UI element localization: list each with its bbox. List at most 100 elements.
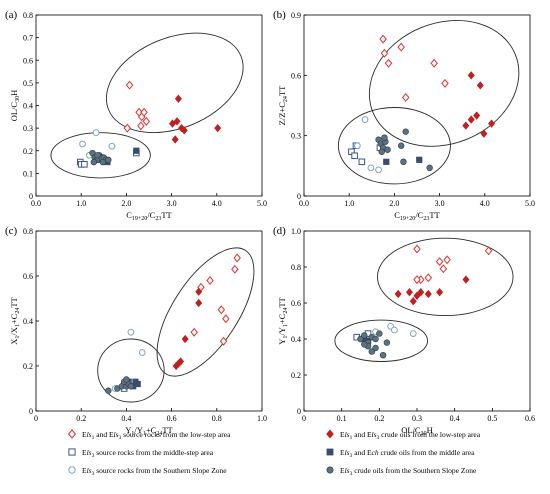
data-point-ls_rock bbox=[137, 121, 145, 131]
data-point-ls_rock bbox=[441, 78, 449, 88]
data-point-ls_rock bbox=[219, 336, 228, 346]
x-axis-label: C19+20/C23TT bbox=[394, 210, 440, 222]
data-point-ls_oil bbox=[424, 289, 432, 299]
group-ellipse-1 bbox=[377, 237, 514, 317]
y-tick-label: 0.3 bbox=[291, 132, 301, 141]
data-point-ls_oil bbox=[476, 81, 484, 90]
group-ellipse-2 bbox=[337, 107, 451, 185]
x-tick-label: 0.5 bbox=[487, 414, 497, 423]
data-point-ss_oil bbox=[123, 376, 130, 383]
panel-label: (c) bbox=[5, 225, 18, 237]
group-ellipse-1 bbox=[105, 32, 244, 134]
data-point-ls_oil bbox=[417, 288, 425, 297]
data-point-ss_oil bbox=[90, 158, 98, 166]
group-ellipse-2 bbox=[50, 132, 151, 179]
series-ss_rock bbox=[353, 116, 382, 174]
data-point-ls_rock bbox=[484, 246, 493, 256]
y-tick-label: 0 bbox=[29, 407, 33, 416]
data-point-ls_rock bbox=[413, 275, 421, 285]
data-point-ss_rock bbox=[138, 349, 146, 356]
x-tick-label: 0.2 bbox=[76, 414, 86, 423]
x-tick-label: 0.6 bbox=[167, 414, 177, 423]
data-point-ls_oil bbox=[394, 289, 402, 299]
y-axis-label: OL/C30H bbox=[9, 90, 21, 122]
data-point-ss_oil bbox=[397, 142, 405, 149]
y-axis-label: Z/Z+C24TT bbox=[277, 85, 289, 125]
data-point-ss_oil bbox=[384, 146, 391, 153]
y-tick-label: 0 bbox=[29, 192, 33, 201]
y-tick-label: 0.3 bbox=[23, 124, 33, 133]
data-point-ms_oil bbox=[133, 147, 140, 154]
data-point-ls_oil bbox=[171, 135, 179, 144]
data-point-ss_oil bbox=[402, 128, 409, 135]
y-tick-label: 0.9 bbox=[291, 11, 301, 20]
x-tick-label: 0.1 bbox=[337, 414, 347, 423]
y-tick-label: 0.6 bbox=[291, 71, 301, 80]
data-point-ss_oil bbox=[378, 148, 385, 155]
data-point-ls_oil bbox=[467, 115, 475, 124]
x-tick-label: 1.0 bbox=[76, 199, 86, 208]
data-point-ls_rock bbox=[379, 34, 387, 44]
data-point-ls_oil bbox=[467, 71, 475, 80]
data-point-ss_rock bbox=[92, 129, 100, 137]
data-point-ls_oil bbox=[405, 288, 413, 297]
panel-label: (b) bbox=[273, 9, 286, 21]
x-axis-label: C19+20/C23TT bbox=[126, 210, 172, 222]
x-tick-label: 3.0 bbox=[435, 199, 445, 208]
legend-label: Els3 and Ech crude oils from the middle … bbox=[340, 448, 475, 459]
x-tick-label: 2.0 bbox=[389, 199, 399, 208]
y-tick-label: 0.8 bbox=[23, 11, 33, 20]
legend-item-ls_oil: Els1 and Els3 crude oils from the low-st… bbox=[326, 429, 481, 441]
series-ss_rock bbox=[79, 129, 116, 159]
y-tick-label: 0.8 bbox=[23, 227, 33, 236]
x-tick-label: 2.0 bbox=[121, 199, 131, 208]
y-axis-label: Y1/Y1+C24TT bbox=[277, 296, 289, 344]
x-axis-label: Y1/Y1+C24TT bbox=[125, 425, 173, 437]
plot-frame bbox=[303, 14, 531, 197]
data-point-ms_rock bbox=[81, 161, 88, 168]
x-tick-label: 4.0 bbox=[212, 199, 222, 208]
data-point-ss_oil bbox=[376, 330, 383, 337]
series-ls_rock bbox=[123, 80, 151, 133]
data-point-ls_oil bbox=[488, 119, 496, 128]
legend-item-ss_oil: Els3 crude oils from the Southern Slope … bbox=[326, 466, 477, 477]
data-point-ls_rock bbox=[397, 42, 405, 52]
legend: Els1 and Els3 source rocks from the low-… bbox=[67, 429, 481, 477]
plot-frame bbox=[303, 230, 531, 412]
y-tick-label: 0.6 bbox=[291, 299, 301, 308]
x-tick-label: 0.2 bbox=[374, 414, 384, 423]
data-point-ss_oil bbox=[105, 387, 112, 394]
y-tick-label: 1.0 bbox=[291, 227, 301, 236]
data-point-ls_oil bbox=[173, 117, 181, 126]
x-tick-label: 0.8 bbox=[212, 414, 222, 423]
data-point-ss_rock bbox=[391, 326, 398, 334]
data-point-ss_oil bbox=[361, 341, 368, 348]
data-point-ls_oil bbox=[436, 288, 444, 297]
x-tick-label: 0.6 bbox=[525, 414, 535, 423]
data-point-ls_oil bbox=[172, 361, 180, 371]
data-point-ls_oil bbox=[413, 291, 421, 300]
data-point-ls_rock bbox=[140, 107, 148, 117]
data-point-ls_oil bbox=[174, 94, 182, 103]
x-tick-label: 0.4 bbox=[450, 414, 460, 423]
data-point-ls_rock bbox=[443, 255, 451, 265]
data-point-ls_oil bbox=[409, 297, 417, 306]
y-axis-label: X1/X1+C24TT bbox=[9, 296, 21, 344]
data-point-ls_rock bbox=[142, 116, 151, 126]
data-point-ms_oil bbox=[416, 156, 423, 163]
data-point-ls_oil bbox=[480, 129, 488, 138]
data-point-ls_rock bbox=[123, 123, 132, 133]
data-point-ls_rock bbox=[125, 80, 134, 90]
legend-marker-ss_oil bbox=[326, 466, 334, 474]
legend-marker-ls_oil bbox=[326, 429, 334, 439]
x-tick-label: 5.0 bbox=[257, 199, 267, 208]
data-point-ls_oil bbox=[473, 111, 481, 120]
x-tick-label: 0 bbox=[34, 414, 38, 423]
data-point-ss_oil bbox=[361, 332, 368, 339]
series-ls_oil bbox=[462, 71, 496, 138]
y-tick-label: 0.4 bbox=[291, 335, 301, 344]
data-point-ss_oil bbox=[127, 383, 135, 390]
y-tick-label: 0.6 bbox=[23, 56, 33, 65]
y-tick-label: 0.2 bbox=[23, 362, 33, 371]
